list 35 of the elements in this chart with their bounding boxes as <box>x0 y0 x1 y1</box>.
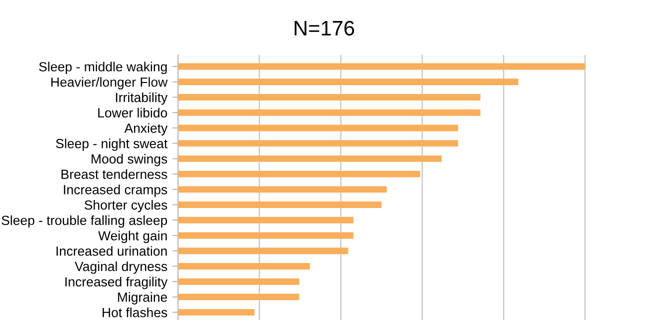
y-tick-label: Anxiety <box>124 123 168 136</box>
bar <box>178 294 300 300</box>
y-tick-label: Lower libido <box>98 108 168 118</box>
y-tick-label: Increased urination <box>56 246 167 256</box>
bar <box>178 78 518 86</box>
bar <box>178 124 458 132</box>
bar <box>178 170 420 178</box>
bar <box>178 232 354 239</box>
y-tick-label: Irritability <box>116 92 168 105</box>
bar <box>178 94 480 100</box>
bar <box>178 216 354 224</box>
y-tick-label: Sleep - night sweat <box>56 138 168 151</box>
bar <box>178 140 458 147</box>
y-tick-label: Vaginal dryness <box>74 261 168 274</box>
bar <box>178 109 480 116</box>
bar <box>178 278 300 285</box>
y-tick-label: Breast tenderness <box>62 169 168 179</box>
y-tick-label: Migraine <box>118 292 167 304</box>
bar <box>178 248 348 254</box>
bar <box>178 186 387 193</box>
y-tick-label: Mood swings <box>92 154 168 166</box>
bar <box>178 155 442 162</box>
bar <box>178 63 586 70</box>
y-tick-label: Sleep - middle waking <box>39 62 167 74</box>
y-tick-label: Increased cramps <box>64 184 168 197</box>
y-tick-label: Shorter cycles <box>84 200 168 212</box>
chart-title: N=176 <box>294 20 354 36</box>
bar <box>178 309 255 316</box>
bar <box>178 263 310 270</box>
bar <box>178 202 382 208</box>
y-tick-label: Increased fragility <box>65 276 168 290</box>
y-tick-label: Heavier/longer Flow <box>51 77 168 90</box>
y-tick-label: Weight gain <box>98 230 167 244</box>
y-tick-label: Hot flashes <box>102 308 168 318</box>
y-tick-label: Sleep - trouble falling asleep <box>2 215 168 228</box>
